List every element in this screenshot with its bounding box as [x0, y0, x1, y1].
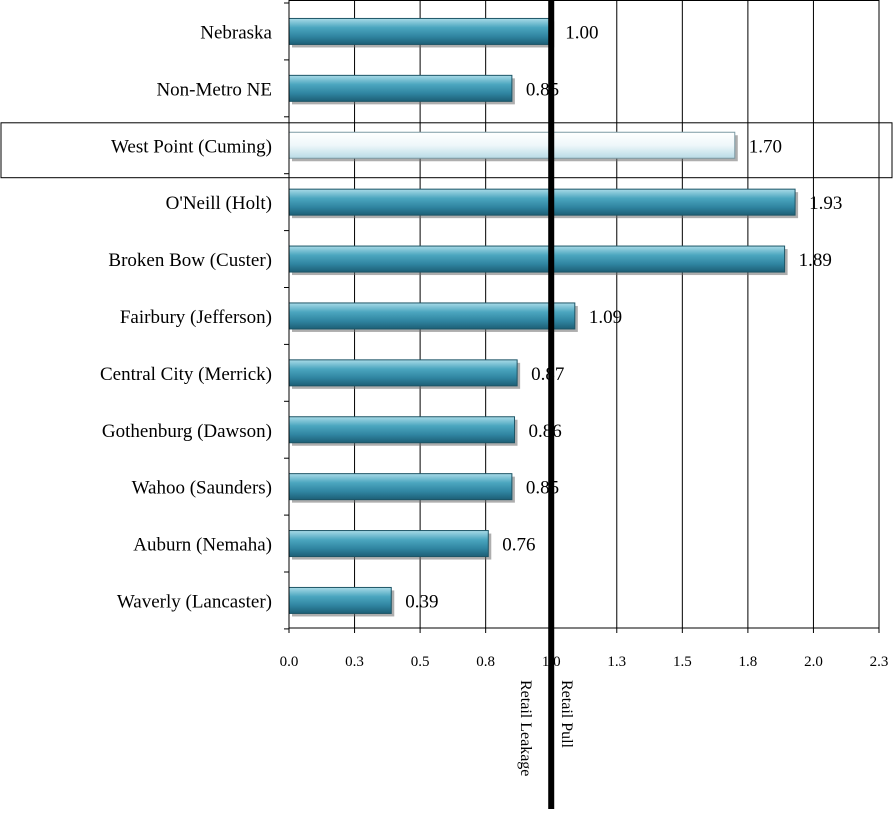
data-label: 0.87: [531, 364, 564, 385]
category-label: O'Neill (Holt): [166, 193, 272, 214]
bar: [288, 586, 392, 614]
bar: [288, 359, 518, 387]
data-label: 1.09: [589, 307, 622, 328]
annotation-retail-pull: Retail Pull: [558, 680, 575, 749]
bar: [288, 245, 786, 273]
x-tick-label: 1.3: [607, 654, 626, 670]
category-label: Wahoo (Saunders): [132, 478, 272, 499]
data-label: 0.76: [502, 535, 535, 556]
category-label: Nebraska: [200, 22, 272, 43]
bar: [288, 530, 489, 558]
category-label: Non-Metro NE: [156, 79, 272, 100]
category-label: Gothenburg (Dawson): [102, 421, 272, 442]
annotation-retail-leakage: Retail Leakage: [517, 680, 534, 776]
bar: [288, 473, 513, 501]
category-label: Central City (Merrick): [100, 364, 272, 385]
x-tick-label: 1.5: [673, 654, 692, 670]
x-tick-label: 0.5: [411, 654, 430, 670]
x-tick-label: 2.3: [870, 654, 889, 670]
bar: [288, 74, 513, 102]
data-label: 1.70: [749, 136, 782, 157]
x-tick-label: 1.8: [739, 654, 758, 670]
x-tick-label: 0.0: [280, 654, 299, 670]
category-label: Broken Bow (Custer): [108, 250, 272, 271]
data-label: 1.00: [565, 22, 598, 43]
data-label: 0.39: [405, 591, 438, 612]
bar: [288, 302, 576, 330]
highlight-box: [0, 122, 893, 179]
bar: [288, 17, 552, 45]
data-label: 1.93: [809, 193, 842, 214]
x-tick-label: 0.8: [476, 654, 495, 670]
bar: [288, 188, 796, 216]
data-label: 0.86: [529, 421, 562, 442]
category-label: Fairbury (Jefferson): [120, 307, 272, 328]
x-tick-label: 0.3: [345, 654, 364, 670]
category-label: West Point (Cuming): [111, 136, 272, 157]
bar-highlighted: [288, 131, 736, 159]
bar: [288, 416, 516, 444]
category-label: Waverly (Lancaster): [117, 591, 272, 612]
x-tick-label: 2.0: [804, 654, 823, 670]
data-label: 1.89: [799, 250, 832, 271]
reference-line: [548, 0, 555, 809]
category-label: Auburn (Nemaha): [133, 535, 272, 556]
